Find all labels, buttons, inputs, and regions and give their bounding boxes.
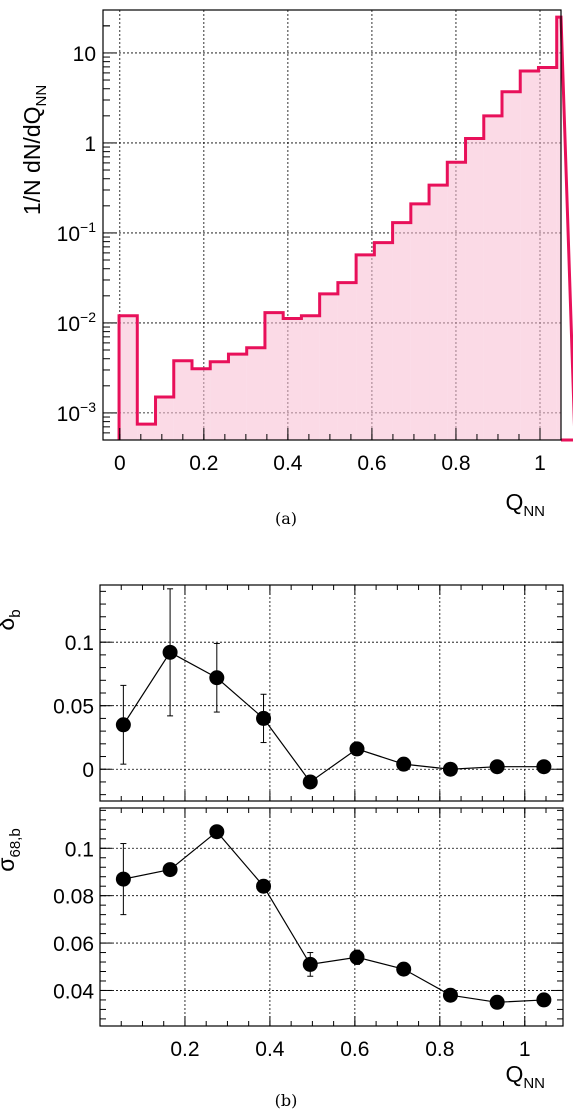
delta-b-point [349, 741, 365, 757]
histogram-y-tick-label: 10−3 [57, 399, 97, 426]
caption-a: (a) [275, 509, 297, 528]
histogram-outline [117, 15, 573, 442]
delta-b-grid [100, 585, 563, 801]
histogram-bar [465, 138, 484, 440]
sigma-68b-series [115, 824, 552, 1010]
histogram-bar [429, 185, 448, 440]
sigma-68b-x-tick-label: 0.8 [425, 1038, 454, 1061]
sigma-68b-point [349, 949, 365, 965]
delta-b-point [256, 710, 272, 726]
histogram-x-tick-label: 0.2 [189, 452, 218, 475]
delta-b-y-axis-title: δb [0, 609, 24, 630]
sigma-68b-point [536, 992, 552, 1008]
sigma-68b-line [123, 830, 544, 1003]
histogram-frame [102, 9, 562, 441]
histogram-bar [356, 254, 375, 440]
sigma-68b-x-tick-labels: 0.2 0.4 0.6 0.8 1 [170, 1038, 530, 1061]
histogram-bar [210, 361, 229, 440]
histogram-x-tick-labels: 0 0.2 0.4 0.6 0.8 1 [114, 452, 546, 475]
sigma-68b-ticks [100, 808, 563, 1026]
histogram-y-tick-label: 10 [73, 43, 96, 66]
sigma-68b-point [302, 956, 318, 972]
histogram-x-tick-label: 0.4 [273, 452, 303, 475]
histogram-bar [556, 17, 561, 440]
caption-b: (b) [275, 1091, 298, 1110]
histogram-bar [538, 67, 557, 440]
histogram-x-tick-label: 0.8 [441, 452, 470, 475]
delta-b-panel: 0 0.05 0.1 δb [0, 584, 564, 802]
sigma-68b-x-tick-label: 1 [519, 1038, 531, 1061]
sigma-68b-y-tick-label: 0.06 [53, 933, 94, 956]
delta-b-y-tick-label: 0 [82, 759, 94, 782]
delta-b-point [115, 717, 131, 733]
sigma-68b-point [256, 878, 272, 894]
histogram-bar [119, 315, 138, 440]
sigma-68b-y-axis-title: σ68,b [0, 828, 24, 871]
delta-b-y-tick-label: 0.1 [65, 632, 94, 655]
sigma-68b-point [162, 862, 178, 878]
histogram-x-tick-label: 0 [114, 452, 126, 475]
delta-b-point [536, 759, 552, 775]
sigma-68b-x-tick-label: 0.6 [340, 1038, 369, 1061]
sigma-68b-y-tick-labels: 0.04 0.06 0.08 0.1 [53, 838, 94, 1003]
sigma-68b-grid [100, 808, 563, 1026]
delta-b-point [162, 644, 178, 660]
histogram-bar [155, 397, 174, 440]
histogram-ticks [103, 9, 541, 440]
delta-b-point [209, 670, 225, 686]
sigma-68b-y-tick-label: 0.1 [65, 838, 94, 861]
histogram-bar [502, 91, 521, 441]
sigma-68b-y-tick-label: 0.04 [53, 980, 94, 1003]
histogram-bar [319, 293, 338, 440]
histogram-bar [264, 312, 284, 440]
histogram-bar [520, 70, 539, 441]
sigma-68b-x-axis-title: QNN [505, 1061, 545, 1092]
sigma-68b-panel: 0.040.060.080.1 0.20.40.60.81 σ68,b QNN … [0, 807, 564, 1110]
delta-b-y-tick-label: 0.05 [53, 696, 94, 719]
sigma-68b-x-tick-label: 0.2 [170, 1038, 199, 1061]
histogram-x-tick-label: 1 [534, 452, 546, 475]
sigma-68b-frame [99, 807, 564, 1027]
sigma-68b-point [442, 987, 458, 1003]
histogram-bar [374, 242, 393, 440]
histogram-y-axis-title: 1/N dN/dQNN [19, 85, 50, 215]
histogram-bar [447, 162, 466, 440]
sigma-68b-y-tick-label: 0.08 [53, 886, 94, 909]
histogram-bar [392, 222, 411, 440]
histogram-y-tick-labels: 10−3 10−2 10−1 1 10 [57, 43, 97, 426]
delta-b-y-tick-labels: 0 0.05 0.1 [53, 632, 94, 782]
delta-b-line [122, 651, 544, 783]
histogram-y-tick-label: 10−2 [57, 309, 97, 336]
histogram-y-tick-label: 1 [84, 133, 96, 156]
histogram-bar [337, 282, 357, 440]
sigma-68b-point [209, 824, 225, 840]
histogram-bar [137, 424, 156, 440]
delta-b-point [302, 774, 318, 790]
delta-b-series [115, 588, 552, 790]
histogram-bar [228, 354, 247, 440]
delta-b-ticks [100, 585, 563, 801]
histogram-bar [191, 368, 211, 440]
histogram-bar [410, 203, 430, 440]
histogram-x-tick-label: 0.6 [357, 452, 386, 475]
histogram-bar [173, 360, 192, 440]
histogram-bars [117, 15, 573, 442]
sigma-68b-x-tick-label: 0.4 [255, 1038, 285, 1061]
histogram-panel: 10−3 10−2 10−1 1 10 0 0.2 0.4 0.6 0.8 1 1/N dN/dQ… [19, 9, 573, 528]
sigma-68b-point [115, 871, 131, 887]
histogram-bar [283, 318, 302, 440]
delta-b-point [489, 759, 505, 775]
sigma-68b-point [396, 961, 412, 977]
histogram-y-tick-label: 10−1 [57, 219, 97, 246]
histogram-bar [246, 347, 265, 440]
histogram-bar [483, 115, 503, 441]
histogram-x-axis-title: QNN [505, 489, 545, 520]
histogram-bar [301, 315, 320, 440]
delta-b-point [396, 756, 412, 772]
sigma-68b-point [489, 994, 505, 1010]
delta-b-point [442, 761, 458, 777]
